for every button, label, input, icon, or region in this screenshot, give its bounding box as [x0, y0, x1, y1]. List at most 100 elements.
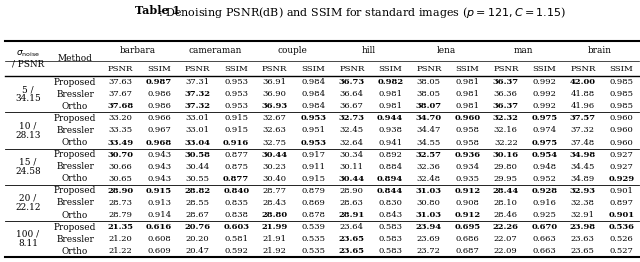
Text: 0.695: 0.695 [454, 223, 481, 231]
Text: 0.875: 0.875 [224, 163, 248, 171]
Text: 0.539: 0.539 [301, 223, 325, 231]
Text: Ortho: Ortho [62, 102, 88, 111]
Text: 32.91: 32.91 [571, 211, 595, 219]
Text: 30.44: 30.44 [339, 175, 365, 183]
Text: 32.45: 32.45 [340, 127, 364, 134]
Text: SSIM: SSIM [456, 64, 479, 73]
Text: Proposed: Proposed [54, 114, 96, 123]
Text: 0.953: 0.953 [224, 102, 248, 110]
Text: 21.92: 21.92 [263, 247, 287, 255]
Text: 15 /: 15 / [19, 157, 36, 166]
Text: 0.953: 0.953 [224, 78, 248, 86]
Text: 34.89: 34.89 [571, 175, 595, 183]
Text: 28.82: 28.82 [184, 187, 211, 195]
Text: Proposed: Proposed [54, 150, 96, 159]
Text: 33.01: 33.01 [186, 127, 210, 134]
Text: 30.80: 30.80 [417, 199, 441, 207]
Text: brain: brain [588, 46, 612, 55]
Text: 0.960: 0.960 [609, 139, 633, 146]
Text: 30.70: 30.70 [108, 151, 134, 159]
Text: 22.26: 22.26 [493, 223, 519, 231]
Text: Ortho: Ortho [62, 247, 88, 256]
Text: 23.65: 23.65 [571, 247, 595, 255]
Text: 36.37: 36.37 [493, 102, 519, 110]
Text: 0.581: 0.581 [224, 235, 248, 243]
Text: 0.992: 0.992 [532, 102, 556, 110]
Text: 0.975: 0.975 [531, 139, 557, 146]
Text: 0.967: 0.967 [147, 127, 171, 134]
Text: 29.80: 29.80 [494, 163, 518, 171]
Text: 21.22: 21.22 [109, 247, 132, 255]
Text: 38.05: 38.05 [417, 78, 441, 86]
Text: 0.526: 0.526 [609, 235, 633, 243]
Text: 22.12: 22.12 [15, 203, 41, 212]
Text: 0.958: 0.958 [455, 139, 479, 146]
Text: 32.16: 32.16 [494, 127, 518, 134]
Text: 0.981: 0.981 [378, 90, 402, 98]
Text: 20.20: 20.20 [186, 235, 209, 243]
Text: 28.46: 28.46 [494, 211, 518, 219]
Text: 0.984: 0.984 [301, 90, 325, 98]
Text: 0.917: 0.917 [301, 151, 325, 159]
Text: 37.67: 37.67 [109, 90, 132, 98]
Text: 0.912: 0.912 [454, 211, 481, 219]
Text: 36.73: 36.73 [339, 78, 365, 86]
Text: Method: Method [58, 54, 93, 63]
Text: 0.958: 0.958 [455, 127, 479, 134]
Text: 0.592: 0.592 [224, 247, 248, 255]
Text: 37.48: 37.48 [571, 139, 595, 146]
Text: 0.974: 0.974 [532, 127, 556, 134]
Text: PSNR: PSNR [108, 64, 133, 73]
Text: 0.908: 0.908 [455, 199, 479, 207]
Text: 0.840: 0.840 [223, 187, 249, 195]
Text: 0.941: 0.941 [378, 139, 403, 146]
Text: 0.914: 0.914 [147, 211, 172, 219]
Text: 0.985: 0.985 [609, 102, 634, 110]
Text: 0.843: 0.843 [378, 211, 403, 219]
Text: lena: lena [436, 46, 456, 55]
Text: 0.953: 0.953 [224, 90, 248, 98]
Text: 21.99: 21.99 [262, 223, 288, 231]
Text: 0.912: 0.912 [454, 187, 481, 195]
Text: Proposed: Proposed [54, 223, 96, 232]
Text: 0.981: 0.981 [455, 78, 479, 86]
Text: 0.943: 0.943 [147, 163, 172, 171]
Text: 0.663: 0.663 [532, 247, 556, 255]
Text: 36.67: 36.67 [340, 102, 364, 110]
Text: 0.981: 0.981 [455, 102, 479, 110]
Text: 36.91: 36.91 [262, 78, 287, 86]
Text: 0.984: 0.984 [301, 78, 325, 86]
Text: 21.20: 21.20 [109, 235, 132, 243]
Text: 0.535: 0.535 [301, 247, 325, 255]
Text: 28.90: 28.90 [108, 187, 134, 195]
Text: 0.960: 0.960 [609, 114, 633, 122]
Text: 23.94: 23.94 [416, 223, 442, 231]
Text: SSIM: SSIM [378, 64, 402, 73]
Text: 33.04: 33.04 [185, 139, 211, 146]
Text: 0.616: 0.616 [146, 223, 172, 231]
Text: 0.670: 0.670 [531, 223, 557, 231]
Text: 28.43: 28.43 [262, 199, 287, 207]
Text: 0.936: 0.936 [454, 151, 481, 159]
Text: 0.943: 0.943 [147, 151, 172, 159]
Text: 0.916: 0.916 [532, 199, 556, 207]
Text: 32.38: 32.38 [571, 199, 595, 207]
Text: 30.34: 30.34 [340, 151, 364, 159]
Text: 28.73: 28.73 [109, 199, 132, 207]
Text: SSIM: SSIM [609, 64, 633, 73]
Text: 32.36: 32.36 [417, 163, 441, 171]
Text: 32.73: 32.73 [339, 114, 365, 122]
Text: 22.09: 22.09 [494, 247, 518, 255]
Text: 23.63: 23.63 [571, 235, 595, 243]
Text: 28.63: 28.63 [340, 199, 364, 207]
Text: Bressler: Bressler [56, 162, 94, 171]
Text: 0.583: 0.583 [378, 247, 402, 255]
Text: 36.64: 36.64 [340, 90, 364, 98]
Text: 32.57: 32.57 [416, 151, 442, 159]
Text: 28.13: 28.13 [15, 131, 41, 140]
Text: 0.928: 0.928 [531, 187, 557, 195]
Text: 32.63: 32.63 [263, 127, 287, 134]
Text: PSNR: PSNR [493, 64, 518, 73]
Text: : Denoising PSNR(dB) and SSIM for standard images ($p = 121, C = 1.15$): : Denoising PSNR(dB) and SSIM for standa… [158, 5, 566, 20]
Text: 0.986: 0.986 [147, 90, 171, 98]
